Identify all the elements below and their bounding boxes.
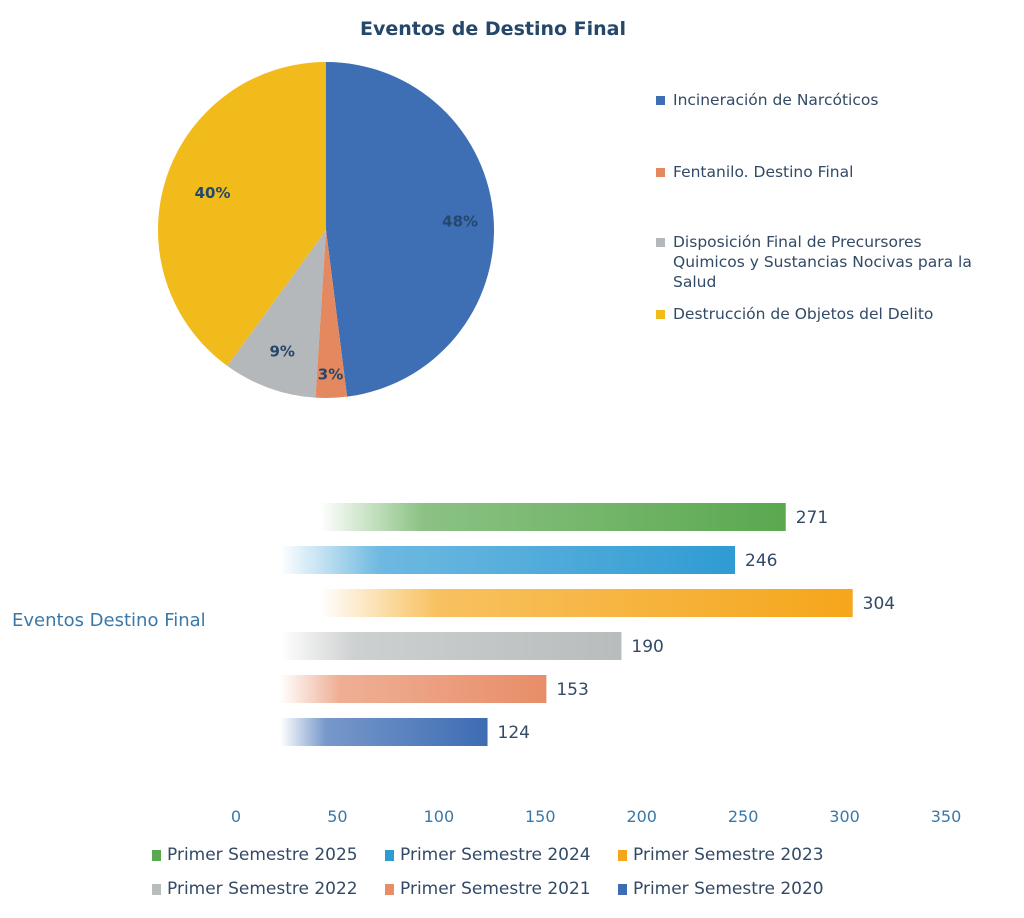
bar-legend-item: Primer Semestre 2020 [618,879,824,899]
bar-legend-item: Primer Semestre 2024 [385,845,591,865]
bar-legend-item: Primer Semestre 2025 [152,845,358,865]
pie-legend-item: Destrucción de Objetos del Delito [656,304,933,324]
legend-swatch [152,883,161,895]
legend-swatch [656,168,665,177]
x-tick-label: 300 [829,807,860,826]
bar [320,589,853,617]
bar-legend-label: Primer Semestre 2020 [633,879,824,899]
bar-legend-item: Primer Semestre 2023 [618,845,824,865]
pie-slice [326,62,495,397]
pie-legend-label: Fentanilo. Destino Final [673,163,854,181]
bar [280,718,488,746]
pie-slice-label: 3% [318,365,343,383]
pie-legend-label: Incineración de Narcóticos [673,91,879,109]
pie-chart: 48% 3% 9% 40% [157,62,495,398]
pie-slice-label: 40% [195,184,231,202]
bar-value-label: 271 [796,508,828,528]
legend-swatch [656,96,665,105]
bar-legend-item: Primer Semestre 2022 [152,879,358,899]
pie-legend-item: Fentanilo. Destino Final [656,162,853,182]
bar-legend-label: Primer Semestre 2022 [167,879,358,899]
bar-value-label: 153 [556,680,588,700]
bar-value-label: 246 [745,551,777,571]
bar-legend-label: Primer Semestre 2021 [400,879,591,899]
bar-chart-category-label: Eventos Destino Final [12,610,206,631]
x-tick-label: 150 [525,807,556,826]
pie-legend-label: Disposición Final de Precursores Quimico… [673,233,972,291]
legend-swatch [385,883,394,895]
x-tick-label: 250 [728,807,759,826]
bar-chart: 271 246 304 190 153 124 0 50 100 150 200 250 300 350 [231,503,962,826]
pie-slice [157,62,326,366]
pie-chart-title: Eventos de Destino Final [359,18,627,40]
legend-swatch [656,310,665,319]
legend-swatch [152,849,161,861]
bar-legend-label: Primer Semestre 2023 [633,845,824,865]
x-tick-label: 200 [626,807,657,826]
x-tick-label: 50 [327,807,347,826]
pie-slice [315,230,348,398]
bar-value-label: 304 [863,594,895,614]
legend-swatch [385,849,394,861]
pie-slice-label: 48% [442,213,478,231]
pie-legend-item: Disposición Final de Precursores Quimico… [656,232,986,292]
pie-slice [227,230,326,398]
bar-legend-item: Primer Semestre 2021 [385,879,591,899]
legend-swatch [618,849,627,861]
pie-slice-label: 9% [269,343,294,361]
bar [280,675,547,703]
x-tick-label: 100 [424,807,455,826]
bar [280,632,622,660]
x-tick-label: 350 [931,807,962,826]
bar [280,546,736,574]
bar-value-label: 124 [498,723,530,743]
bar-value-label: 190 [631,637,663,657]
x-tick-label: 0 [231,807,241,826]
bar [320,503,786,531]
pie-legend-item: Incineración de Narcóticos [656,90,878,110]
legend-swatch [618,883,627,895]
bar-legend-label: Primer Semestre 2024 [400,845,591,865]
pie-legend-label: Destrucción de Objetos del Delito [673,305,934,323]
bar-legend-label: Primer Semestre 2025 [167,845,358,865]
legend-swatch [656,238,665,247]
